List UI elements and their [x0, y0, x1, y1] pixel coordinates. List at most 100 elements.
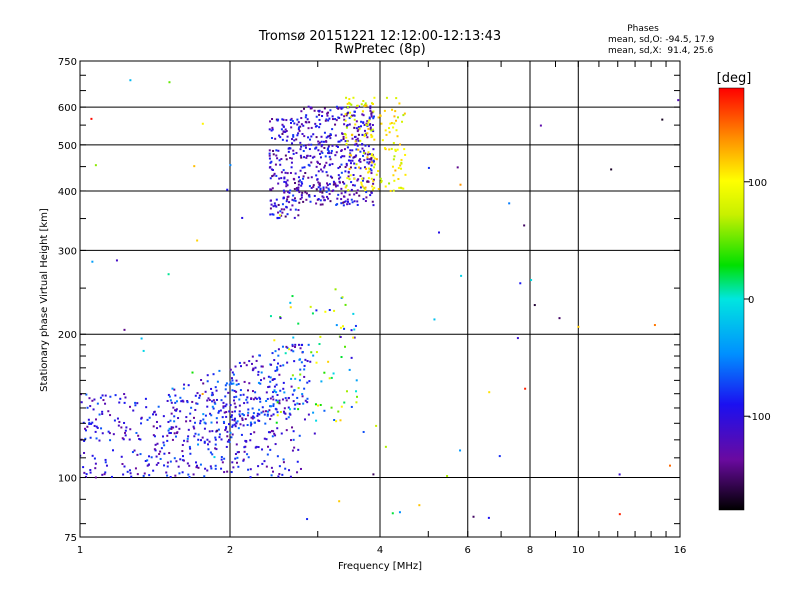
echo-point — [226, 430, 229, 433]
echo-point — [427, 166, 430, 169]
echo-point — [80, 454, 82, 457]
echo-point — [170, 426, 173, 429]
echo-point — [334, 118, 337, 121]
echo-point — [269, 376, 272, 379]
echo-point — [182, 387, 185, 390]
echo-point — [242, 414, 245, 417]
echo-point — [301, 166, 304, 169]
echo-point — [307, 127, 310, 130]
echo-point — [339, 106, 342, 109]
echo-point — [317, 198, 320, 201]
echo-point — [197, 466, 200, 469]
echo-point — [350, 188, 353, 191]
echo-point — [228, 410, 231, 413]
echo-point — [292, 152, 295, 155]
echo-point — [134, 467, 137, 470]
echo-point — [220, 458, 223, 461]
echo-point — [329, 158, 332, 161]
echo-point — [288, 412, 291, 415]
echo-point — [393, 155, 396, 158]
echo-point — [349, 111, 352, 114]
echo-point — [356, 189, 359, 192]
echo-point — [325, 136, 328, 139]
x-tick-label: 1 — [77, 545, 83, 556]
echo-point — [367, 162, 370, 165]
echo-point — [342, 137, 345, 140]
echo-point — [291, 426, 294, 429]
echo-point — [362, 177, 365, 180]
echo-point — [282, 169, 285, 172]
echo-point — [340, 149, 343, 152]
echo-point — [367, 177, 370, 180]
echo-point — [174, 409, 177, 412]
echo-point — [345, 390, 348, 393]
echo-point — [284, 181, 287, 184]
echo-point — [297, 188, 300, 191]
echo-point — [354, 324, 357, 327]
grid-lines — [80, 61, 680, 537]
echo-point — [271, 128, 274, 131]
echo-point — [263, 437, 266, 440]
echo-point — [268, 152, 271, 155]
echo-point — [291, 120, 294, 123]
echo-point — [124, 429, 127, 432]
echo-point — [306, 360, 309, 363]
echo-point — [276, 400, 279, 403]
echo-point — [220, 438, 223, 441]
echo-point — [335, 151, 338, 154]
echo-point — [310, 161, 313, 164]
echo-point — [327, 187, 330, 190]
echo-point — [320, 380, 323, 383]
echo-point — [345, 162, 348, 165]
echo-point — [259, 397, 262, 400]
echo-point — [366, 136, 369, 139]
echo-point — [338, 500, 341, 503]
echo-point — [279, 214, 282, 217]
echo-point — [323, 146, 326, 149]
echo-point — [315, 188, 318, 191]
echo-point — [201, 122, 204, 125]
echo-point — [346, 124, 349, 127]
echo-point — [220, 467, 223, 470]
echo-point — [214, 464, 217, 467]
echo-point — [370, 191, 373, 194]
echo-point — [243, 446, 246, 449]
echo-point — [301, 191, 304, 194]
echo-point — [317, 140, 320, 143]
echo-point — [285, 417, 288, 420]
echo-point — [114, 394, 117, 397]
echo-point — [392, 158, 395, 161]
echo-point — [84, 437, 87, 440]
echo-point — [271, 213, 274, 216]
echo-point — [188, 476, 191, 479]
echo-point — [266, 414, 269, 417]
echo-point — [87, 418, 90, 421]
echo-point — [336, 184, 339, 187]
echo-point — [208, 398, 211, 401]
echo-point — [291, 204, 294, 207]
echo-point — [239, 415, 242, 418]
echo-point — [355, 401, 358, 404]
echo-point — [372, 110, 375, 113]
echo-point — [332, 372, 335, 375]
x-tick-label: 2 — [227, 545, 233, 556]
echo-point — [95, 418, 98, 421]
echo-point — [166, 399, 169, 402]
echo-point — [305, 198, 308, 201]
echo-point — [104, 402, 107, 405]
echo-point — [395, 119, 398, 122]
echo-point — [235, 383, 238, 386]
echo-point — [370, 129, 373, 132]
echo-point — [265, 391, 268, 394]
echo-point — [189, 419, 192, 422]
echo-point — [183, 383, 186, 386]
echo-point — [319, 123, 322, 126]
echo-point — [170, 401, 173, 404]
echo-point — [360, 120, 363, 123]
echo-point — [234, 365, 237, 368]
echo-point — [317, 149, 320, 152]
echo-point — [113, 419, 116, 422]
echo-point — [368, 116, 371, 119]
echo-point — [271, 352, 274, 355]
echo-point — [292, 194, 295, 197]
